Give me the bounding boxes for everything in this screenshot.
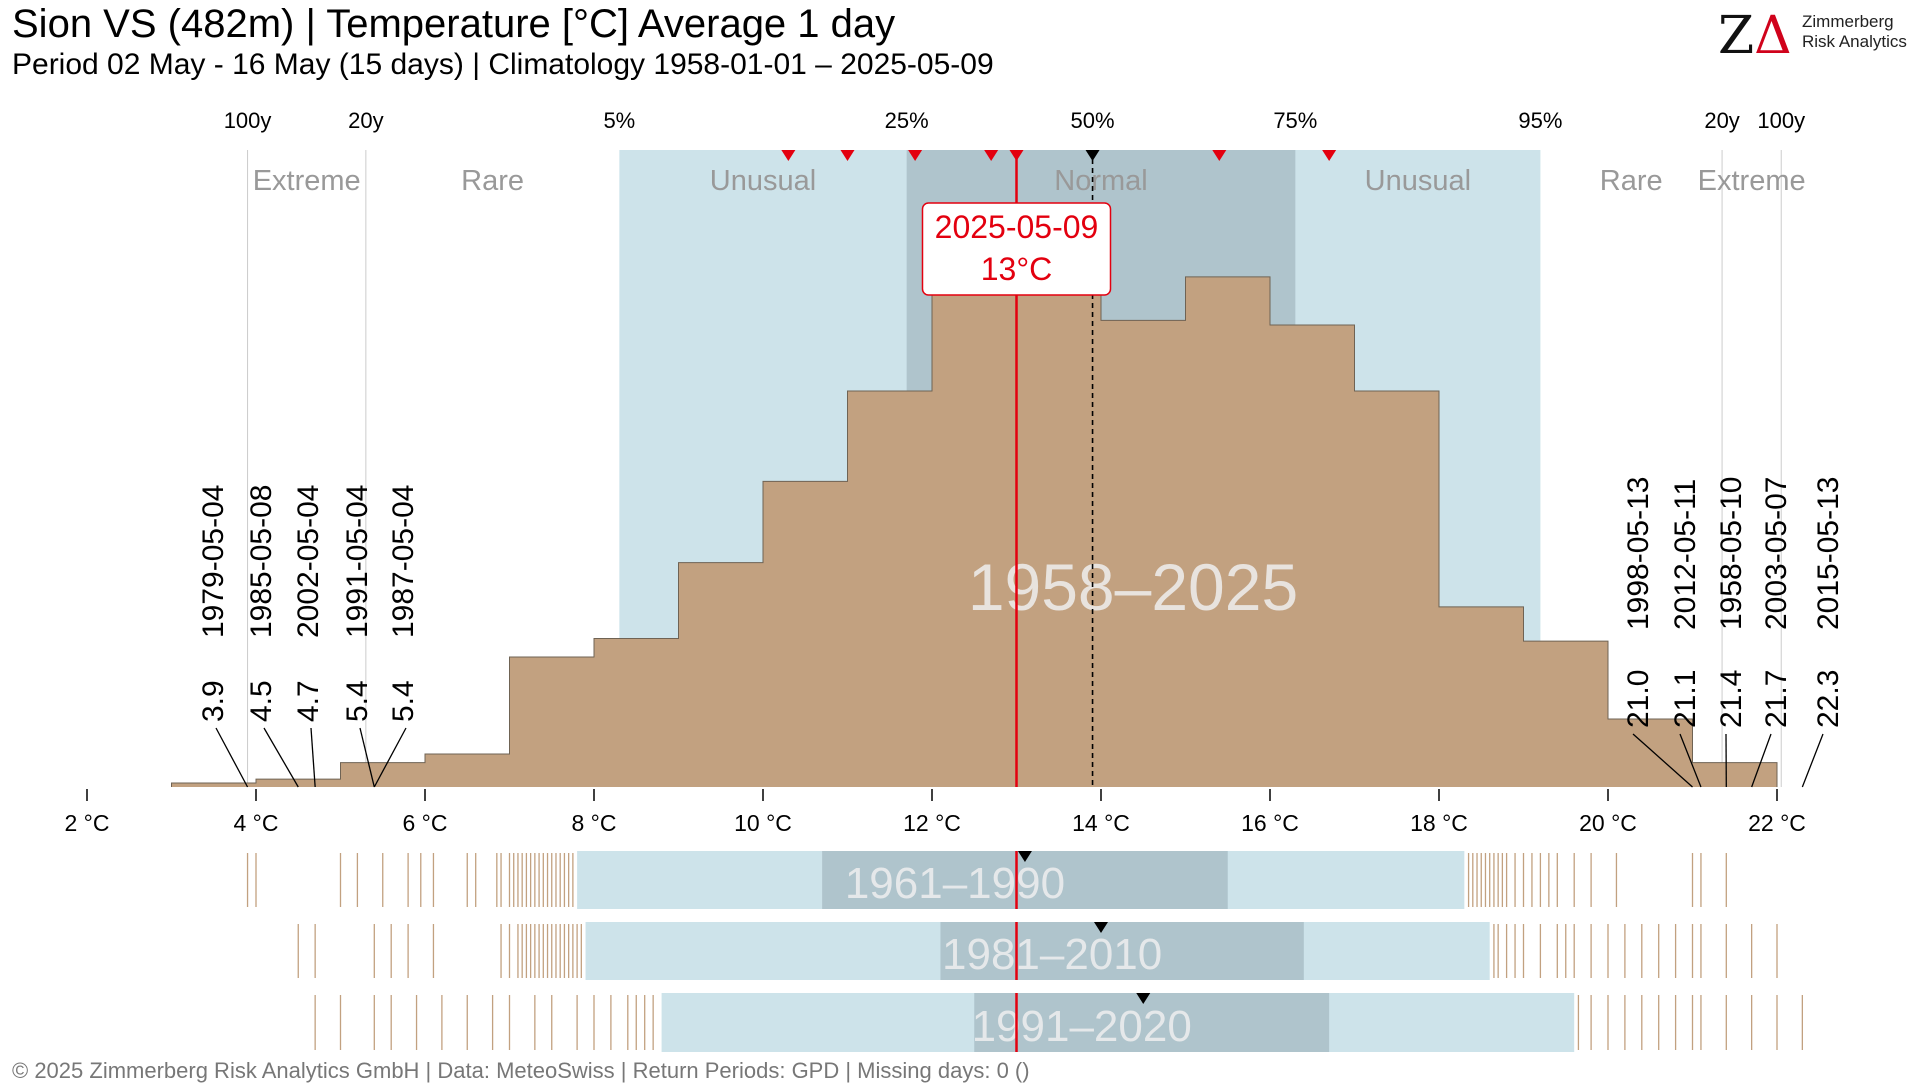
band-label-unusual-4: Unusual [1365, 165, 1471, 197]
histogram-bar-6 [679, 563, 764, 787]
high-extreme-date-3: 2003-05-07 [1760, 477, 1793, 630]
period-label-0: 1961–1990 [845, 859, 1065, 908]
x-tick-label-9: 20 °C [1579, 810, 1637, 836]
x-tick-label-7: 16 °C [1241, 810, 1299, 836]
x-tick-label-6: 14 °C [1072, 810, 1130, 836]
histogram-bar-0 [172, 783, 257, 787]
high-extreme-date-1: 2012-05-11 [1669, 479, 1702, 630]
low-extreme-date-0: 1979-05-04 [197, 485, 230, 638]
low-extreme-value-0: 3.9 [197, 680, 230, 722]
x-tick-label-5: 12 °C [903, 810, 961, 836]
low-extreme-date-3: 1991-05-04 [341, 485, 374, 638]
band-label-unusual-2: Unusual [710, 165, 816, 197]
x-tick-label-8: 18 °C [1410, 810, 1468, 836]
histogram-bar-12 [1186, 277, 1271, 787]
histogram-bar-15 [1439, 607, 1524, 787]
low-extreme-value-2: 4.7 [292, 680, 325, 722]
top-axis-label-0: 100y [224, 108, 272, 133]
histogram-bar-14 [1355, 391, 1440, 787]
low-extreme-value-1: 4.5 [245, 680, 278, 722]
x-tick-label-4: 10 °C [734, 810, 792, 836]
low-extreme-leader-2 [311, 728, 315, 787]
high-extreme-date-2: 1958-05-10 [1715, 477, 1748, 630]
x-tick-label-10: 22 °C [1748, 810, 1806, 836]
histogram-bar-17 [1608, 719, 1693, 787]
x-tick-label-2: 6 °C [403, 810, 448, 836]
histogram-bar-7 [763, 481, 848, 787]
histogram-bar-16 [1524, 641, 1609, 787]
climate-period-2: 1991–2020 [315, 993, 1802, 1052]
band-label-rare-5: Rare [1600, 165, 1663, 197]
high-extreme-date-4: 2015-05-13 [1812, 477, 1845, 630]
top-axis-label-6: 95% [1518, 108, 1562, 133]
top-axis-label-2: 5% [603, 108, 635, 133]
top-axis-label-1: 20y [348, 108, 383, 133]
histogram-bar-4 [510, 657, 595, 787]
histogram-bar-18 [1693, 763, 1778, 787]
histogram-bar-10 [1017, 223, 1102, 787]
low-extreme-value-3: 5.4 [341, 680, 374, 722]
low-extreme-date-1: 1985-05-08 [245, 485, 278, 638]
band-label-rare-1: Rare [461, 165, 524, 197]
high-extreme-value-0: 21.0 [1622, 670, 1655, 728]
high-extreme-leader-4 [1802, 734, 1823, 787]
histogram-bar-3 [425, 754, 510, 787]
band-label-extreme-6: Extreme [1698, 165, 1806, 197]
climate-period-1: 1981–2010 [298, 922, 1777, 980]
footer-credits: © 2025 Zimmerberg Risk Analytics GmbH | … [12, 1058, 1030, 1084]
histogram-bar-2 [341, 763, 426, 787]
band-label-extreme-0: Extreme [253, 165, 361, 197]
histogram-bar-9 [932, 259, 1017, 787]
top-axis-label-5: 75% [1273, 108, 1317, 133]
low-extreme-date-2: 2002-05-04 [292, 485, 325, 638]
period-label-2: 1991–2020 [972, 1002, 1192, 1051]
top-axis-label-7: 20y [1704, 108, 1739, 133]
top-axis-label-3: 25% [885, 108, 929, 133]
histogram-bar-5 [594, 639, 679, 788]
period-label-1: 1981–2010 [942, 930, 1162, 979]
current-callout-value: 13°C [981, 251, 1053, 287]
high-extreme-value-1: 21.1 [1669, 670, 1702, 728]
x-tick-label-3: 8 °C [572, 810, 617, 836]
low-extreme-leader-1 [264, 728, 298, 787]
high-extreme-value-3: 21.7 [1760, 670, 1793, 728]
band-label-normal-3: Normal [1054, 165, 1147, 197]
top-axis-label-8: 100y [1757, 108, 1805, 133]
high-extreme-date-0: 1998-05-13 [1622, 477, 1655, 630]
high-extreme-value-2: 21.4 [1715, 670, 1748, 728]
climate-period-0: 1961–1990 [248, 851, 1727, 909]
current-callout-date: 2025-05-09 [935, 209, 1099, 245]
low-extreme-leader-0 [216, 728, 248, 787]
low-extreme-value-4: 5.4 [387, 680, 420, 722]
x-tick-label-0: 2 °C [65, 810, 110, 836]
top-axis-label-4: 50% [1071, 108, 1115, 133]
histogram-bar-8 [848, 391, 933, 787]
x-tick-label-1: 4 °C [234, 810, 279, 836]
high-extreme-value-4: 22.3 [1812, 670, 1845, 728]
low-extreme-date-4: 1987-05-04 [387, 485, 420, 638]
